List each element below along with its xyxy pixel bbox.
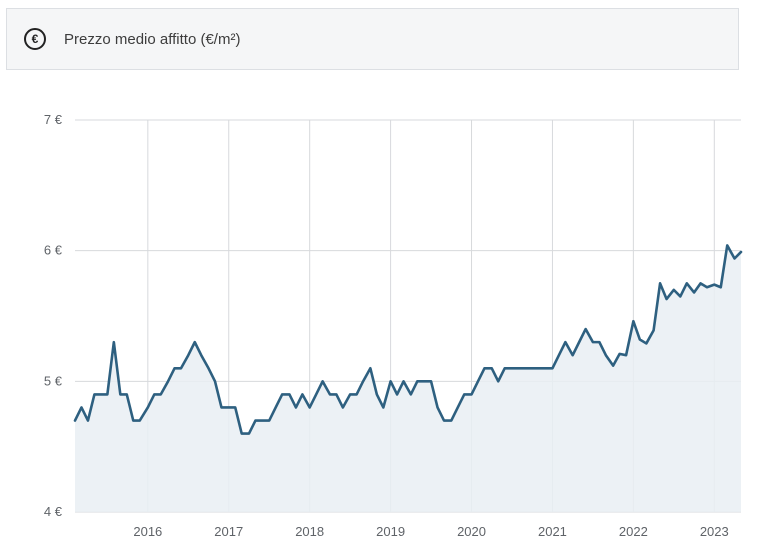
y-tick-label: 7 € bbox=[44, 112, 63, 127]
series-line bbox=[73, 244, 743, 435]
chart-title: Prezzo medio affitto (€/m²) bbox=[64, 30, 241, 48]
x-tick-label: 2018 bbox=[295, 524, 324, 539]
x-tick-label: 2020 bbox=[457, 524, 486, 539]
euro-icon: € bbox=[24, 28, 46, 50]
series-area bbox=[75, 245, 741, 512]
x-tick-label: 2019 bbox=[376, 524, 405, 539]
x-tick-label: 2023 bbox=[700, 524, 729, 539]
y-tick-label: 4 € bbox=[44, 504, 63, 519]
x-tick-label: 2017 bbox=[214, 524, 243, 539]
x-tick-label: 2022 bbox=[619, 524, 648, 539]
x-tick-label: 2016 bbox=[133, 524, 162, 539]
y-tick-label: 5 € bbox=[44, 373, 63, 388]
x-tick-label: 2021 bbox=[538, 524, 567, 539]
chart-header: € Prezzo medio affitto (€/m²) bbox=[6, 8, 739, 70]
y-tick-label: 6 € bbox=[44, 243, 63, 258]
